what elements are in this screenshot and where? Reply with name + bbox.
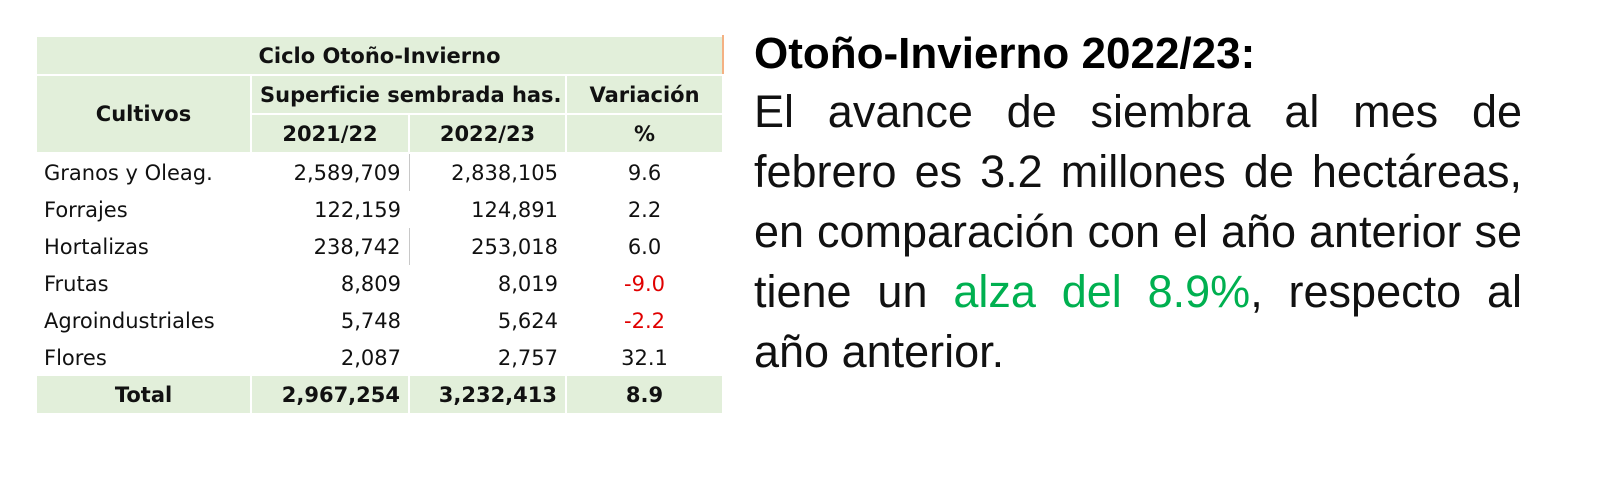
area-cell: 8,809 — [340, 271, 401, 296]
table-title: Ciclo Otoño-Invierno — [34, 35, 725, 76]
summary-text: El avance de siembra al mes de febrero e… — [754, 82, 1522, 382]
crop-name: Granos y Oleag. — [44, 160, 213, 185]
summary-title: Otoño-Invierno 2022/23: — [754, 29, 1256, 78]
area-cell: 124,891 — [471, 197, 558, 222]
crop-name: Flores — [44, 345, 107, 370]
variation-cell: -9.0 — [624, 271, 666, 296]
header-variation: Variación — [564, 74, 725, 115]
total-variation: 8.9 — [564, 376, 725, 413]
summary-ending: , respecto al año anterior. — [754, 266, 1522, 377]
area-cell: 2,589,709 — [251, 153, 410, 191]
summary-panel: Otoño-Invierno 2022/23: El avance de sie… — [754, 26, 1522, 382]
area-cell: 5,748 — [340, 308, 401, 333]
summary-highlight: alza del 8.9% — [953, 266, 1251, 317]
area-cell: 238,742 — [251, 228, 410, 265]
area-cell: 5,624 — [497, 308, 558, 333]
area-cell: 8,019 — [497, 271, 558, 296]
variation-cell: 6.0 — [627, 234, 662, 259]
total-label: Total — [35, 376, 252, 413]
summary-body: El avance de siembra al mes de febrero e… — [754, 86, 1522, 317]
area-cell: 2,757 — [497, 345, 558, 370]
crop-name: Frutas — [44, 271, 109, 296]
crop-table: Ciclo Otoño-Invierno Cultivos Superficie… — [34, 35, 725, 413]
area-cell: 253,018 — [471, 234, 558, 259]
variation-cell: 9.6 — [627, 160, 662, 185]
variation-cell: -2.2 — [624, 308, 666, 333]
area-cell: 2,087 — [340, 345, 401, 370]
total-cell: 3,232,413 — [408, 376, 567, 413]
header-crop: Cultivos — [35, 74, 252, 154]
crop-name: Hortalizas — [44, 234, 149, 259]
area-cell: 2,838,105 — [451, 160, 558, 185]
area-cell: 122,159 — [314, 197, 401, 222]
variation-cell: 2.2 — [627, 197, 662, 222]
total-cell: 2,967,254 — [250, 376, 410, 413]
crop-name: Agroindustriales — [44, 308, 215, 333]
header-year: 2022/23 — [408, 113, 567, 154]
variation-cell: 32.1 — [621, 345, 668, 370]
header-year: 2021/22 — [250, 113, 410, 154]
header-area: Superficie sembrada has. — [250, 74, 567, 115]
crop-name: Forrajes — [44, 197, 128, 222]
header-unit: % — [564, 113, 725, 154]
